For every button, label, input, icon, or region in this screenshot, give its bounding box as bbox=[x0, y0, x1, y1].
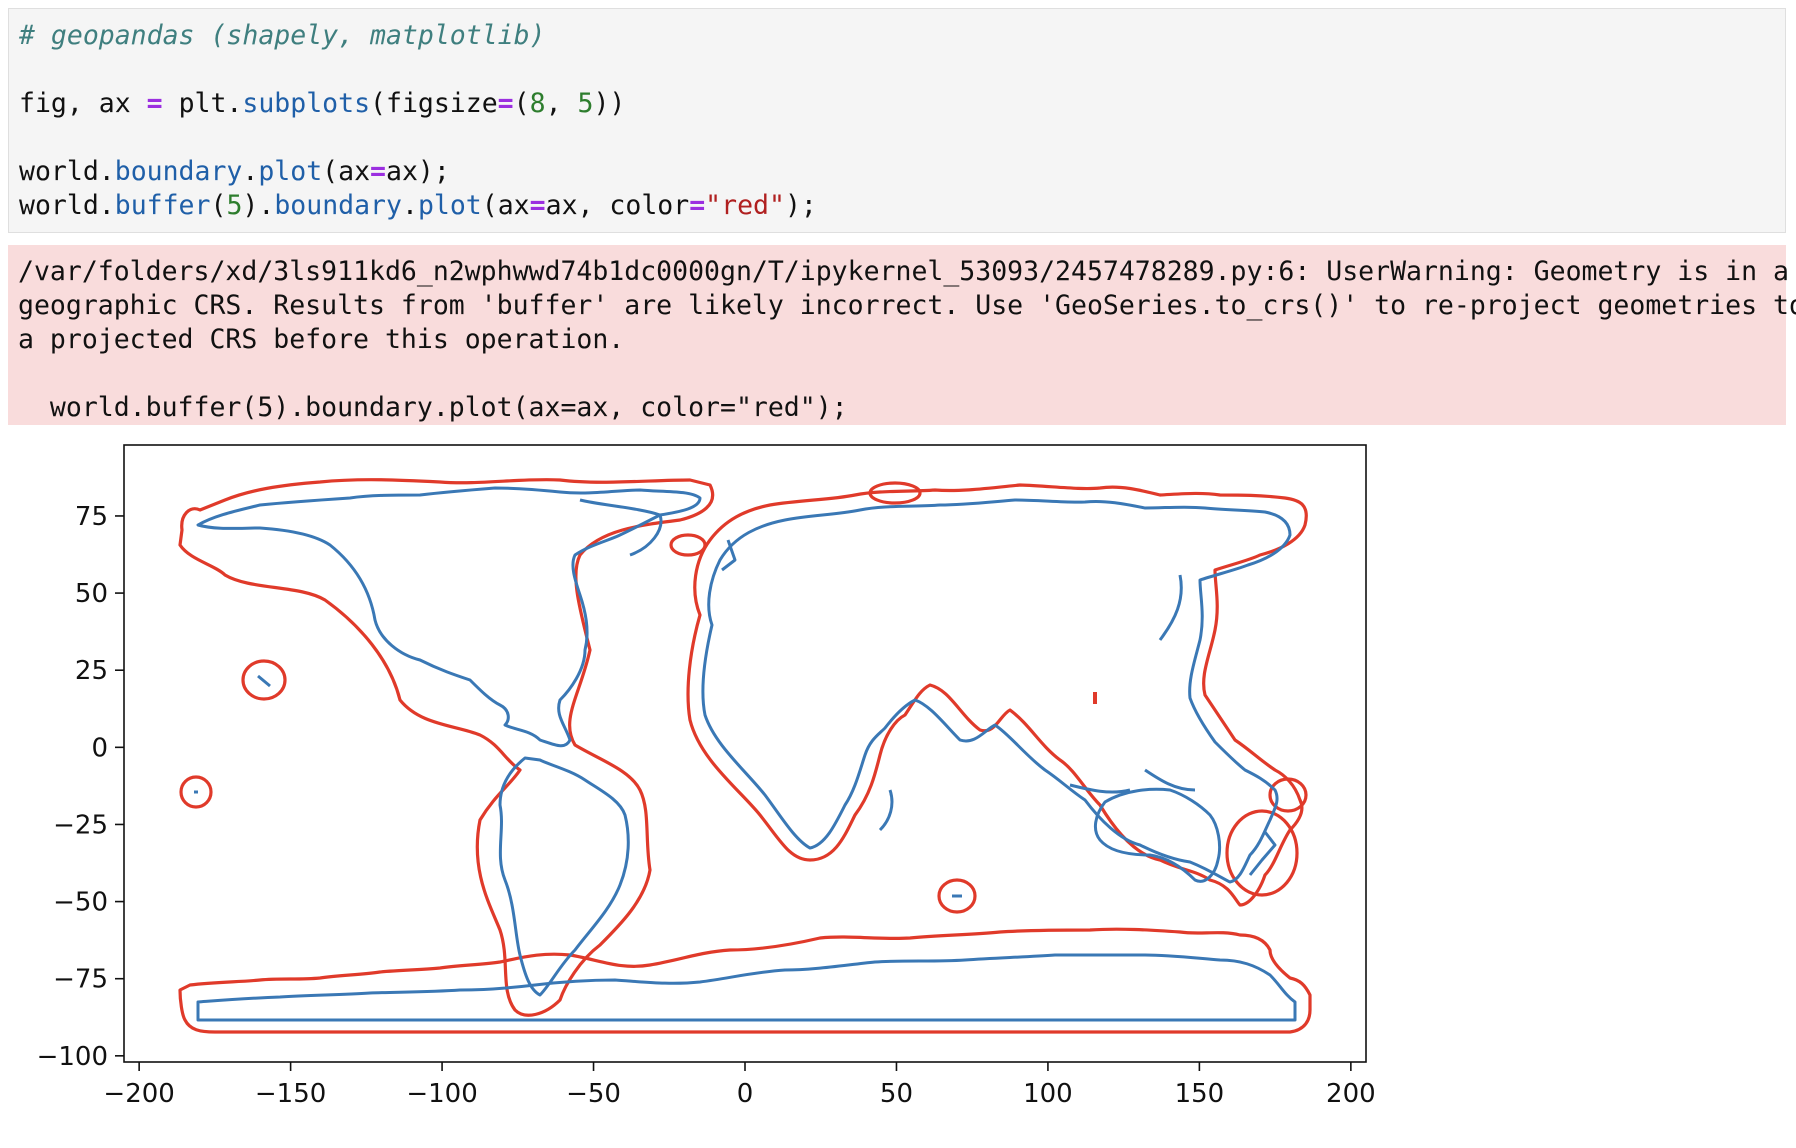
code-token: plt. bbox=[162, 88, 243, 119]
code-token: , bbox=[545, 88, 578, 119]
buffer-outline-eurasia-africa-americas bbox=[178, 478, 715, 1017]
code-token: (ax bbox=[481, 190, 530, 221]
code-operator: = bbox=[370, 156, 387, 187]
y-tick-label: −75 bbox=[53, 965, 108, 995]
boundary-australia bbox=[1093, 787, 1222, 883]
code-token: (figsize bbox=[370, 88, 498, 119]
x-tick-label: 50 bbox=[880, 1079, 913, 1109]
boundary-antarctica bbox=[196, 953, 1297, 1022]
buffer-outline-iceland bbox=[669, 533, 707, 557]
x-tick-label: −50 bbox=[566, 1079, 621, 1109]
boundary-japan bbox=[1158, 574, 1183, 641]
buffer-outline-antarctica bbox=[178, 927, 1312, 1034]
plot-area bbox=[123, 444, 1367, 1063]
buffer-outline-afro-eurasia bbox=[686, 483, 1308, 907]
code-token: ( bbox=[513, 88, 530, 119]
code-token: ax); bbox=[386, 156, 450, 187]
code-function: plot bbox=[417, 190, 482, 221]
x-tick-label: −100 bbox=[406, 1079, 477, 1109]
x-axis: −200 −150 −100 −50 0 50 100 150 200 bbox=[103, 1062, 1376, 1109]
buffer-outline-svalbard bbox=[868, 481, 922, 505]
y-tick-label: 25 bbox=[75, 656, 108, 686]
code-token: ). bbox=[242, 190, 275, 221]
boundary-south-america bbox=[498, 756, 630, 997]
code-string: "red" bbox=[705, 190, 785, 221]
boundary-africa-eurasia bbox=[701, 498, 1292, 884]
x-tick-label: 0 bbox=[737, 1079, 754, 1109]
warning-line: a projected CRS before this operation. bbox=[18, 324, 625, 355]
code-function: boundary bbox=[274, 190, 402, 221]
code-comment: # geopandas (shapely, matplotlib) bbox=[19, 20, 546, 51]
warning-source-line: world.buffer(5).boundary.plot(ax=ax, col… bbox=[18, 392, 848, 423]
code-operator: = bbox=[689, 190, 706, 221]
code-function: buffer bbox=[114, 190, 211, 221]
code-line-buffer: world.buffer(5).boundary.plot(ax=ax, col… bbox=[19, 189, 1775, 223]
y-axis: 75 50 25 0 −25 −50 −75 −100 bbox=[37, 502, 124, 1072]
buffer-outline-new-zealand bbox=[1225, 809, 1299, 897]
buffer-outline-kerguelen bbox=[937, 878, 977, 914]
code-token: )) bbox=[593, 88, 626, 119]
world-map-plot: −200 −150 −100 −50 0 50 100 150 200 75 50 25 0 −25 −5… bbox=[37, 444, 1376, 1109]
country-boundaries bbox=[194, 486, 1297, 1022]
code-line-boundary: world.boundary.plot(ax=ax); bbox=[19, 155, 1775, 189]
x-tick-label: 100 bbox=[1023, 1079, 1073, 1109]
y-tick-label: 75 bbox=[75, 502, 108, 532]
warning-output: /var/folders/xd/3ls911kd6_n2wphwwd74b1dc… bbox=[8, 245, 1796, 425]
code-blank-line bbox=[19, 121, 1775, 155]
code-token: ); bbox=[784, 190, 817, 221]
code-number: 8 bbox=[529, 88, 546, 119]
y-tick-label: −50 bbox=[53, 888, 108, 918]
y-tick-label: −25 bbox=[53, 810, 108, 840]
code-function: boundary bbox=[114, 156, 243, 187]
x-tick-label: −150 bbox=[255, 1079, 326, 1109]
code-function: subplots bbox=[242, 88, 371, 119]
code-function: plot bbox=[258, 156, 323, 187]
code-token: ax, color bbox=[545, 190, 690, 221]
x-tick-label: 200 bbox=[1326, 1079, 1376, 1109]
boundary-madagascar bbox=[878, 789, 894, 832]
code-token: world. bbox=[19, 190, 115, 221]
buffer-boundaries bbox=[178, 478, 1312, 1034]
warning-line: geographic CRS. Results from 'buffer' ar… bbox=[18, 290, 1796, 321]
buffer-outline-hawaii bbox=[241, 659, 287, 701]
x-tick-label: 150 bbox=[1175, 1079, 1225, 1109]
warning-line: /var/folders/xd/3ls911kd6_n2wphwwd74b1dc… bbox=[18, 256, 1789, 287]
y-tick-label: 0 bbox=[91, 733, 108, 763]
buffer-outline-fiji bbox=[179, 775, 213, 809]
code-token: . bbox=[242, 156, 259, 187]
code-number: 5 bbox=[226, 190, 243, 221]
code-token: (ax bbox=[322, 156, 371, 187]
boundary-new-zealand bbox=[1248, 831, 1277, 876]
warning-blank-line bbox=[18, 357, 1776, 391]
boundary-uk bbox=[721, 539, 737, 572]
code-token: ( bbox=[210, 190, 227, 221]
y-tick-label: −100 bbox=[37, 1042, 108, 1072]
x-tick-label: −200 bbox=[103, 1079, 174, 1109]
code-number: 5 bbox=[577, 88, 594, 119]
code-cell[interactable]: # geopandas (shapely, matplotlib) fig, a… bbox=[8, 8, 1786, 233]
code-operator: = bbox=[529, 190, 546, 221]
code-operator: = bbox=[497, 88, 514, 119]
code-comment-line: # geopandas (shapely, matplotlib) bbox=[19, 19, 1775, 53]
code-operator: = bbox=[146, 88, 163, 119]
boundary-greenland bbox=[579, 498, 663, 557]
code-token: fig, ax bbox=[19, 88, 147, 119]
buffer-outline-pacific-islands bbox=[1268, 777, 1308, 813]
code-token: . bbox=[401, 190, 418, 221]
boundary-indonesia bbox=[1069, 768, 1196, 794]
code-line-subplots: fig, ax = plt.subplots(figsize=(8, 5)) bbox=[19, 87, 1775, 121]
map-layer bbox=[178, 478, 1312, 1034]
y-tick-label: 50 bbox=[75, 579, 108, 609]
boundary-north-america bbox=[196, 486, 702, 748]
code-blank-line bbox=[19, 53, 1775, 87]
code-token: world. bbox=[19, 156, 115, 187]
boundary-hawaii bbox=[257, 674, 271, 688]
